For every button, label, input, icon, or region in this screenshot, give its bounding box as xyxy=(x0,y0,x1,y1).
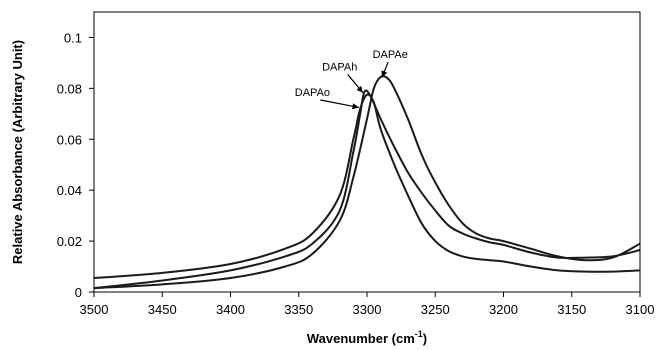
y-tick-label: 0.08 xyxy=(57,81,82,96)
x-tick-label: 3150 xyxy=(557,302,586,317)
y-tick-label: 0.04 xyxy=(57,183,82,198)
annotation-label-dapae: DAPAe xyxy=(373,49,408,61)
annotation-label-dapah: DAPAh xyxy=(322,62,357,74)
x-tick-label: 3350 xyxy=(284,302,313,317)
x-tick-label: 3450 xyxy=(148,302,177,317)
y-axis-title: Relative Absorbance (Arbitrary Unit) xyxy=(10,40,25,264)
x-axis-title-superscript: -1 xyxy=(415,329,423,339)
annotation-arrowhead xyxy=(352,103,359,110)
series-line-dapae xyxy=(93,75,641,290)
x-tick-label: 3500 xyxy=(80,302,109,317)
plot-frame xyxy=(93,11,641,293)
y-tick-label: 0.02 xyxy=(57,234,82,249)
series-line-dapao xyxy=(93,93,641,279)
x-tick-label: 3300 xyxy=(353,302,382,317)
series-line-dapah xyxy=(93,89,641,290)
x-axis-ticks: 3500 3450 3400 3350 3300 3250 3200 3150 3100 xyxy=(80,292,655,317)
series-lines xyxy=(93,75,641,290)
annotation-arrowhead xyxy=(356,85,363,93)
annotation-label-dapao: DAPAo xyxy=(295,87,330,99)
y-tick-label: 0.1 xyxy=(64,30,82,45)
annotations: DAPAe DAPAh DAPAo xyxy=(295,49,408,110)
x-axis-title-end: ) xyxy=(423,331,427,346)
x-tick-label: 3250 xyxy=(421,302,450,317)
annotation-arrow xyxy=(320,99,359,109)
x-axis-title: Wavenumber (cm-1) xyxy=(307,329,427,346)
y-axis-ticks: 0 0.02 0.04 0.06 0.08 0.1 xyxy=(57,30,94,300)
annotation-arrowhead xyxy=(381,70,388,78)
y-tick-label: 0 xyxy=(75,285,82,300)
x-tick-label: 3100 xyxy=(626,302,655,317)
x-tick-label: 3200 xyxy=(489,302,518,317)
x-axis-title-main: Wavenumber (cm xyxy=(307,331,415,346)
x-tick-label: 3400 xyxy=(216,302,245,317)
y-tick-label: 0.06 xyxy=(57,132,82,147)
